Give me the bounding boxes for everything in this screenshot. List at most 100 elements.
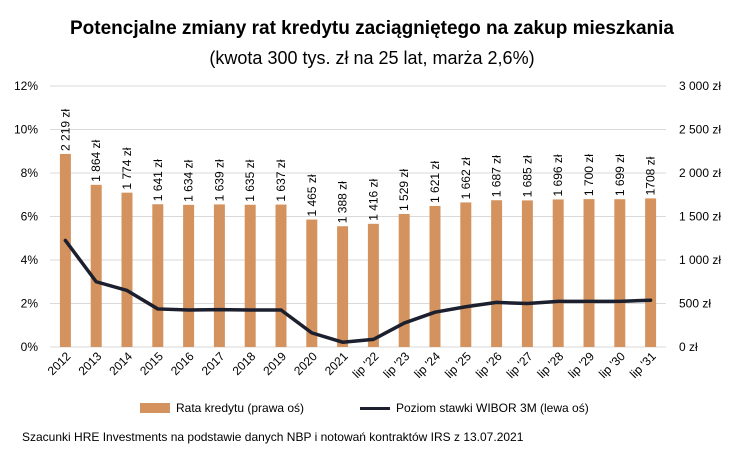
legend-item-bar: Rata kredytu (prawa oś) — [140, 401, 304, 415]
bar-data-label: 1 687 zł — [490, 155, 504, 197]
x-tick-label: lip '26 — [473, 349, 505, 381]
bar-data-label: 1 635 zł — [243, 159, 257, 201]
line-point — [464, 305, 468, 309]
bar — [244, 204, 256, 347]
bar — [460, 202, 472, 347]
y-right-tick-label: 500 zł — [679, 297, 711, 311]
legend-label-bar: Rata kredytu (prawa oś) — [176, 401, 305, 415]
bar-data-label: 1 774 zł — [120, 147, 134, 189]
bar-data-label: 1 529 zł — [397, 169, 411, 211]
x-tick-label: 2014 — [106, 349, 135, 378]
line-point — [94, 280, 98, 284]
bar — [152, 204, 164, 347]
line-point — [618, 299, 622, 303]
x-tick-label: lip '23 — [381, 349, 413, 381]
bar — [645, 198, 657, 347]
x-tick-label: 2015 — [137, 349, 166, 378]
line-point — [248, 308, 252, 312]
line-point — [525, 302, 529, 305]
line-point — [63, 238, 67, 242]
line-point — [279, 308, 283, 312]
line-point — [649, 298, 653, 302]
legend-swatch-line — [360, 406, 390, 410]
x-tick-label: 2018 — [230, 349, 259, 378]
source-note: Szacunki HRE Investments na podstawie da… — [22, 430, 524, 444]
y-right-tick-label: 1 000 zł — [679, 253, 721, 267]
chart-subtitle: (kwota 300 tys. zł na 25 lat, marża 2,6%… — [209, 48, 535, 68]
x-tick-label: 2012 — [45, 349, 74, 378]
legend-swatch-bar — [140, 403, 170, 413]
bar-data-label: 2 219 zł — [58, 109, 72, 151]
bar — [213, 204, 225, 347]
x-tick-label: lip '27 — [504, 349, 536, 381]
line-point — [341, 340, 345, 344]
x-tick-label: lip '31 — [627, 349, 659, 381]
line-point — [217, 308, 221, 312]
x-tick-label: 2016 — [168, 349, 197, 378]
series-line-wibor — [63, 238, 653, 344]
y-left-tick-label: 6% — [21, 210, 39, 224]
y-right-tick-label: 1 500 zł — [679, 210, 721, 224]
bar-data-label: 1 641 zł — [151, 159, 165, 201]
x-tick-label: lip '22 — [350, 349, 382, 381]
y-left-tick-label: 4% — [21, 253, 39, 267]
x-tick-label: 2017 — [199, 349, 228, 378]
bar — [59, 153, 71, 347]
y-right-tick-label: 2 000 zł — [679, 166, 721, 180]
x-tick-label: 2020 — [291, 349, 320, 378]
bar — [491, 200, 503, 347]
x-tick-label: 2019 — [260, 349, 289, 378]
bar — [183, 204, 195, 347]
bar-data-label: 1 700 zł — [582, 154, 596, 196]
bar — [521, 200, 533, 347]
bar — [367, 223, 379, 347]
line-point — [495, 300, 499, 304]
bar — [552, 199, 564, 347]
bar — [398, 213, 410, 347]
y-left-tick-label: 8% — [21, 166, 39, 180]
line-point — [371, 337, 375, 341]
x-tick-label: 2013 — [76, 349, 105, 378]
bar — [337, 226, 349, 347]
bar — [275, 204, 287, 347]
line-point — [310, 331, 314, 335]
bar-data-label: 1 699 zł — [613, 154, 627, 196]
bar-data-label: 1 662 zł — [459, 157, 473, 199]
x-tick-label: lip '28 — [535, 349, 567, 381]
line-point — [187, 308, 191, 312]
chart-title: Potencjalne zmiany rat kredytu zaciągnię… — [70, 18, 674, 39]
y-right-tick-label: 0 zł — [679, 340, 698, 354]
bar-data-label: 1 621 zł — [428, 161, 442, 203]
line-point — [556, 299, 560, 303]
x-tick-label: lip '29 — [565, 349, 597, 381]
bar-data-label: 1 639 zł — [212, 159, 226, 201]
bar-data-label: 1 864 zł — [89, 139, 103, 181]
y-right-tick-label: 3 000 zł — [679, 79, 721, 93]
bar-data-label: 1 637 zł — [274, 159, 288, 201]
legend-item-line: Poziom stawki WIBOR 3M (lewa oś) — [360, 401, 589, 415]
bar-data-label: 1708 zł — [644, 156, 658, 195]
x-tick-label: lip '30 — [596, 349, 628, 381]
x-tick-label: lip '24 — [411, 349, 443, 381]
bar-data-label: 1 696 zł — [551, 154, 565, 196]
bar — [429, 205, 441, 347]
y-right-tick-label: 2 500 zł — [679, 123, 721, 137]
bar — [583, 199, 595, 347]
y-left-tick-label: 12% — [14, 79, 38, 93]
bar — [306, 219, 318, 347]
y-left-tick-label: 10% — [14, 123, 38, 137]
x-tick-label: lip '25 — [442, 349, 474, 381]
bar — [121, 192, 133, 347]
x-tick-label: 2021 — [322, 349, 351, 378]
line-point — [125, 288, 129, 292]
bar-data-label: 1 465 zł — [305, 174, 319, 216]
line-point — [587, 299, 591, 303]
bar-data-label: 1 416 zł — [366, 178, 380, 220]
bar-data-label: 1 388 zł — [336, 181, 350, 223]
bar-data-label: 1 634 zł — [182, 159, 196, 201]
bar — [90, 184, 102, 347]
y-left-tick-label: 0% — [21, 340, 39, 354]
bar — [614, 199, 626, 347]
line-point — [433, 310, 437, 314]
